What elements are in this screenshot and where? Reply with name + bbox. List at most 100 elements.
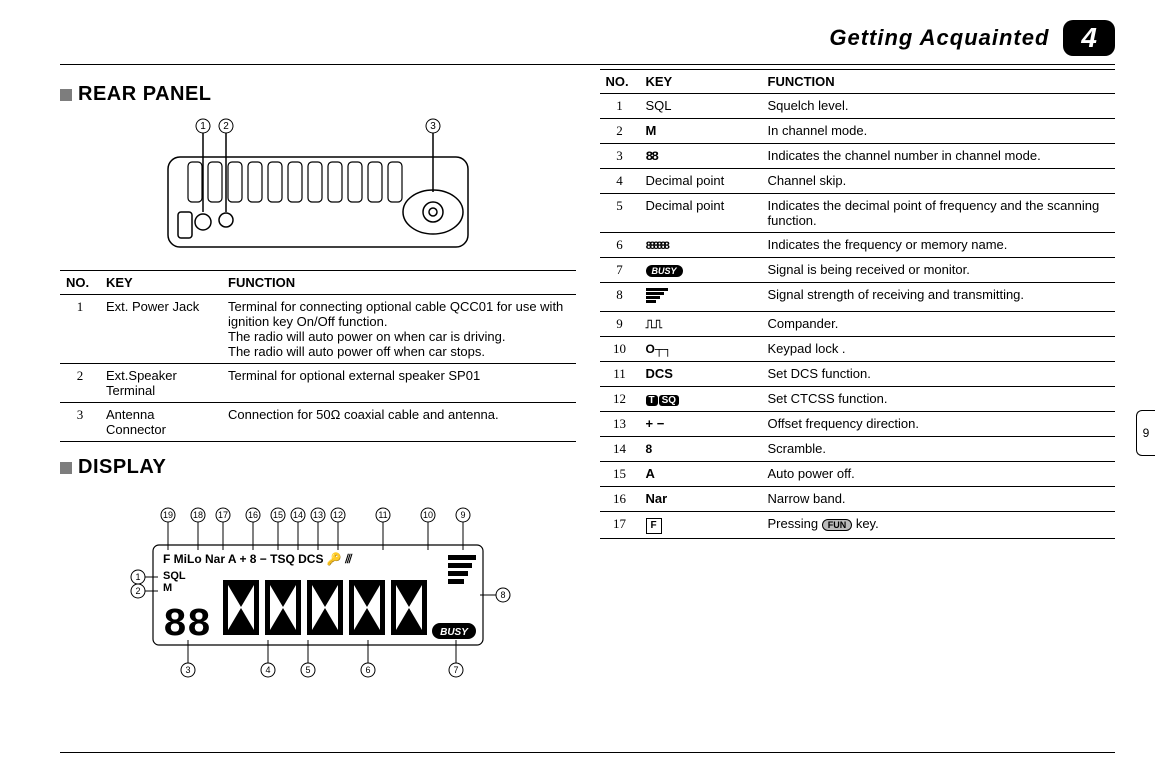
cell-func: Terminal for optional external speaker S… [222,364,576,403]
section-title: Getting Acquainted [829,25,1049,51]
left-column: REAR PANEL [60,69,576,693]
display-callout: 6 [365,665,370,675]
lcd-sql: SQL [163,570,186,582]
display-callout: 5 [305,665,310,675]
rear-callout-3: 3 [430,121,436,132]
display-callout: 14 [293,510,303,520]
rear-panel-diagram: 1 2 3 [128,112,508,262]
cell-func: Set DCS function. [762,362,1116,387]
cell-func: Squelch level. [762,94,1116,119]
display-callout: 12 [333,510,343,520]
display-callout: 7 [453,665,458,675]
cell-key: SQL [640,94,762,119]
th-func: FUNCTION [222,271,576,295]
table-row: 11 DCS Set DCS function. [600,362,1116,387]
table-row: 4 Decimal point Channel skip. [600,169,1116,194]
cell-func: Signal strength of receiving and transmi… [762,283,1116,312]
footer-rule [60,752,1115,753]
chapter-header: Getting Acquainted 4 [60,20,1115,56]
cell-key: 8 [640,437,762,462]
display-callout: 3 [185,665,190,675]
cell-func: Indicates the decimal point of frequency… [762,194,1116,233]
cell-no: 9 [600,312,640,337]
cell-no: 13 [600,412,640,437]
lcd-m: M [163,582,172,594]
display-callout: 16 [248,510,258,520]
compander-icon: ⎍⎍ [646,317,663,331]
cell-func: Channel skip. [762,169,1116,194]
table-row: 5 Decimal point Indicates the decimal po… [600,194,1116,233]
cell-key: 888888 [640,233,762,258]
cell-key: Decimal point [640,194,762,233]
cell-key: DCS [640,362,762,387]
cell-func: Indicates the frequency or memory name. [762,233,1116,258]
display-title: DISPLAY [78,456,166,479]
display-callout: 9 [460,510,465,520]
table-row: 13 + − Offset frequency direction. [600,412,1116,437]
display-callout: 11 [378,510,387,520]
cell-func: Connection for 50Ω coaxial cable and ant… [222,403,576,442]
display-callout: 19 [163,510,173,520]
table-row: 16 Nar Narrow band. [600,487,1116,512]
table-row: 3 88 Indicates the channel number in cha… [600,144,1116,169]
cell-no: 6 [600,233,640,258]
cell-no: 4 [600,169,640,194]
display-callout: 2 [135,586,140,596]
cell-key-text: M [646,123,657,138]
rear-panel-heading: REAR PANEL [60,83,576,106]
cell-key: A [640,462,762,487]
cell-no: 1 [60,295,100,364]
table-row: 1 SQL Squelch level. [600,94,1116,119]
rear-panel-table: NO. KEY FUNCTION 1 Ext. Power Jack Termi… [60,270,576,442]
table-row: 6 888888 Indicates the frequency or memo… [600,233,1116,258]
display-callout: 8 [500,590,505,600]
heading-bullet-icon [60,89,72,101]
cell-func: Set CTCSS function. [762,387,1116,412]
cell-key: Ext. Power Jack [100,295,222,364]
display-table: NO. KEY FUNCTION 1 SQL Squelch level.2 M… [600,69,1116,539]
cell-key: Antenna Connector [100,403,222,442]
cell-no: 2 [60,364,100,403]
display-heading: DISPLAY [60,456,576,479]
display-callout: 13 [313,510,323,520]
cell-no: 11 [600,362,640,387]
display-callout: 17 [218,510,228,520]
display-callout: 10 [423,510,433,520]
cell-key: F [640,512,762,539]
columns: REAR PANEL [60,69,1115,693]
display-callout: 18 [193,510,203,520]
cell-no: 8 [600,283,640,312]
cell-no: 1 [600,94,640,119]
seg88-icon: 88 [646,149,658,164]
table-row: 2 M In channel mode. [600,119,1116,144]
display-callout: 1 [135,572,140,582]
cell-func: In channel mode. [762,119,1116,144]
rear-panel-title: REAR PANEL [78,83,212,106]
cell-no: 3 [60,403,100,442]
table-row: 14 8 Scramble. [600,437,1116,462]
cell-func: Narrow band. [762,487,1116,512]
cell-no: 12 [600,387,640,412]
lcd-top-row: F MiLo Nar A + 8 − TSQ DCS 🔑 ⫻ [163,551,353,566]
cell-func: Compander. [762,312,1116,337]
cell-no: 16 [600,487,640,512]
table-row: 2 Ext.Speaker Terminal Terminal for opti… [60,364,576,403]
th-key: KEY [100,271,222,295]
table-row: 1 Ext. Power Jack Terminal for connectin… [60,295,576,364]
cell-func: Scramble. [762,437,1116,462]
cell-no: 7 [600,258,640,283]
page-number-tab: 9 [1136,410,1155,456]
table-row: 7 BUSY Signal is being received or monit… [600,258,1116,283]
table-row: 10 O┬┐ Keypad lock . [600,337,1116,362]
th-func: FUNCTION [762,70,1116,94]
cell-key-text: Decimal point [646,173,725,188]
seg-multi-icon: 888888 [646,241,668,253]
f-key-icon: F [646,518,662,534]
lock-icon: O┬┐ [646,342,672,356]
cell-key-text: Nar [646,491,668,506]
heading-bullet-icon [60,462,72,474]
cell-key-text: + − [646,416,665,431]
header-rule [60,64,1115,65]
cell-key: Nar [640,487,762,512]
chapter-badge: 4 [1063,20,1115,56]
